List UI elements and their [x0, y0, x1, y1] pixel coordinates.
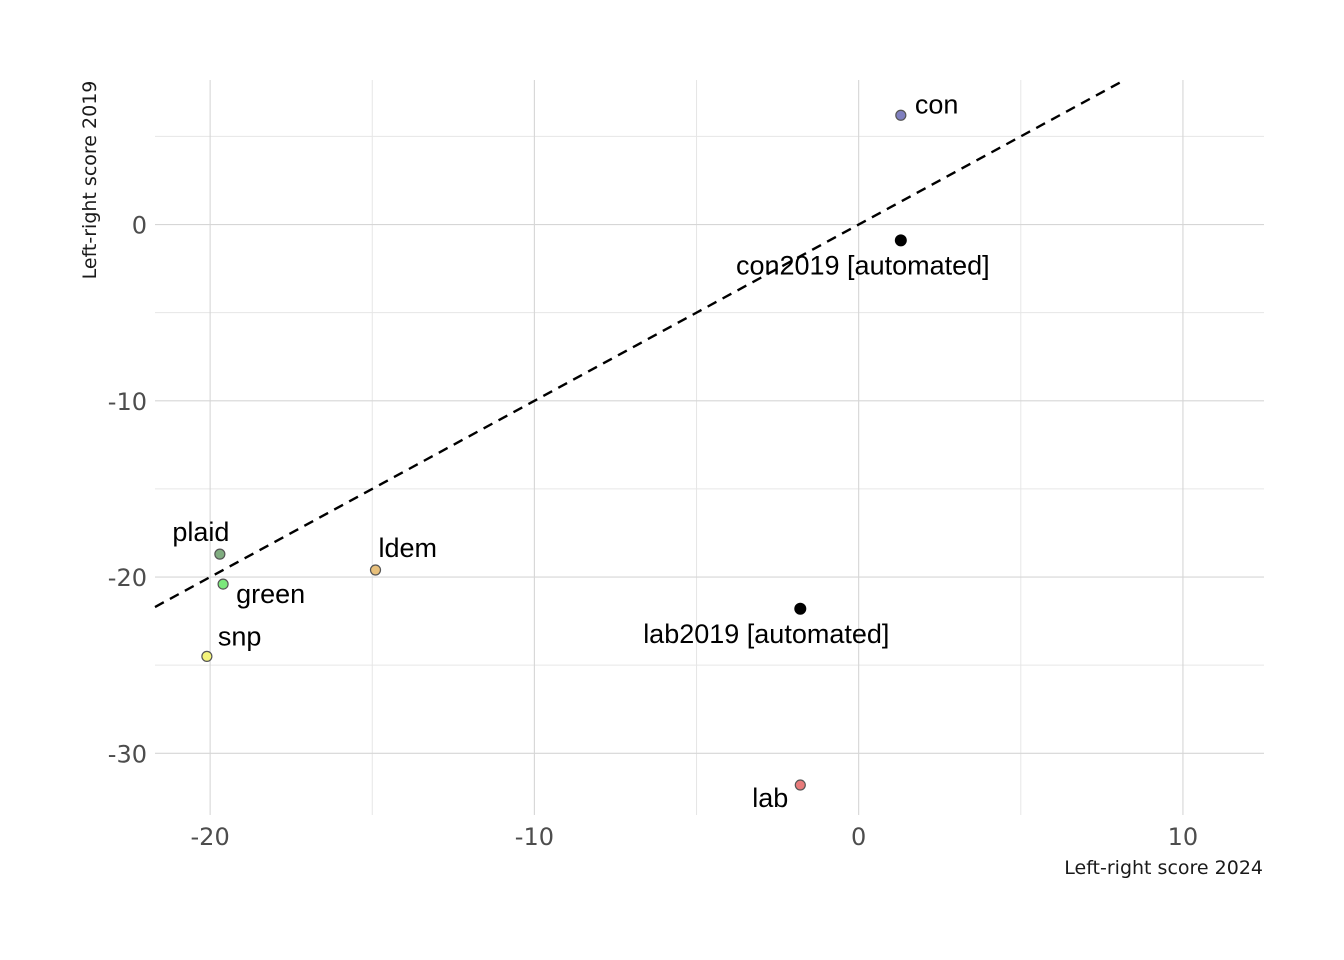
identity-reference-line [154, 78, 1126, 609]
x-tick-labels: -20 -10 0 10 [191, 823, 1199, 851]
data-point-lab2019-automated- [794, 602, 807, 615]
x-tick-label: 10 [1168, 823, 1199, 851]
point-label-ldem: ldem [379, 533, 438, 563]
point-labels: con lab ldem green plaid snp con2019 [automate… [172, 89, 989, 813]
x-tick-label: -20 [191, 823, 230, 851]
y-tick-labels: -30 -20 -10 0 [108, 212, 147, 769]
data-point-con2019-automated- [894, 234, 907, 247]
point-label-con2019-automated-: con2019 [automated] [736, 250, 990, 280]
x-axis-title: Left-right score 2024 [1064, 857, 1263, 879]
major-gridlines [155, 80, 1264, 815]
point-label-plaid: plaid [172, 517, 229, 547]
point-label-green: green [236, 579, 305, 609]
point-label-lab2019-automated-: lab2019 [automated] [643, 619, 889, 649]
data-point-con [895, 109, 907, 121]
data-point-ldem [369, 564, 382, 576]
y-tick-label: -10 [108, 388, 147, 416]
point-label-snp: snp [218, 621, 262, 651]
data-point-plaid [214, 548, 226, 560]
point-label-con: con [915, 89, 959, 119]
data-point-lab [794, 779, 806, 791]
point-label-lab: lab [752, 783, 788, 813]
y-tick-label: 0 [132, 212, 147, 240]
data-point-green [217, 578, 229, 590]
reference-line-group [154, 78, 1126, 609]
data-points [201, 109, 907, 791]
y-tick-label: -30 [108, 740, 147, 768]
data-point-snp [201, 650, 213, 662]
x-tick-label: -10 [515, 823, 554, 851]
x-tick-label: 0 [851, 823, 866, 851]
y-tick-label: -20 [108, 564, 147, 592]
minor-gridlines [155, 80, 1264, 815]
y-axis-title: Left-right score 2019 [79, 81, 101, 280]
